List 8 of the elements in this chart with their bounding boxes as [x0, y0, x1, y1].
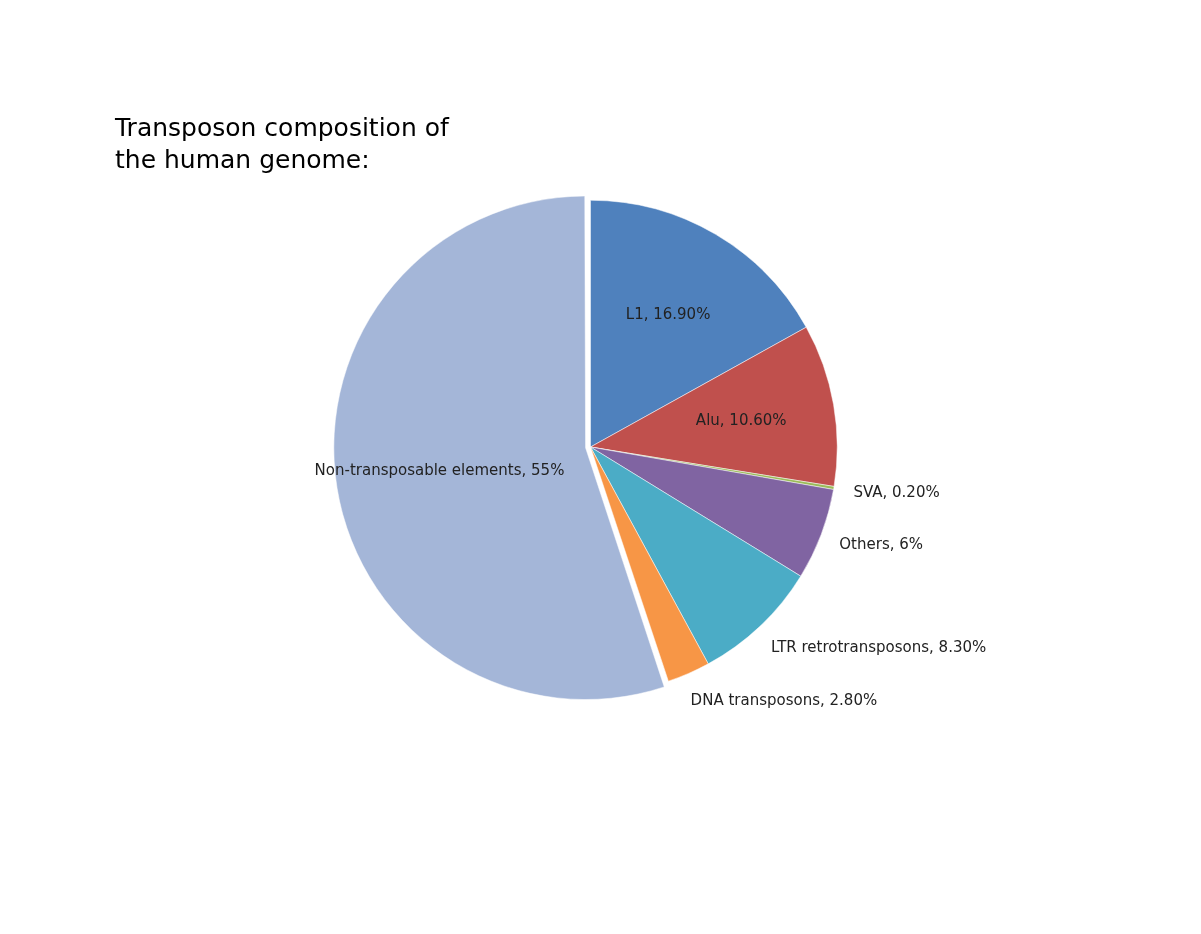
slice-label: DNA transposons, 2.80% [690, 690, 878, 709]
slice-label: Alu, 10.60% [695, 410, 787, 429]
slice-label: L1, 16.90% [625, 305, 711, 324]
slice-label: Others, 6% [839, 534, 924, 553]
chart-title: Transposon composition of the human genome: [115, 112, 451, 176]
slice-label: Non-transposable elements, 55% [314, 461, 565, 480]
slice-label: LTR retrotransposons, 8.30% [770, 637, 987, 656]
slice-label: SVA, 0.20% [853, 482, 940, 501]
